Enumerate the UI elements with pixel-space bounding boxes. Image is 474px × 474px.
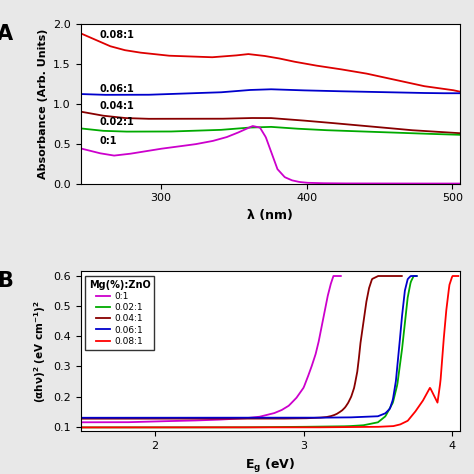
Line: 0.06:1: 0.06:1 <box>81 276 417 418</box>
0:1 <box>252 414 257 420</box>
0:1 <box>338 273 344 279</box>
0.06:1 <box>414 273 419 279</box>
0.02:1 <box>137 425 143 430</box>
0.06:1 <box>408 273 414 279</box>
0.06:1 <box>230 415 236 420</box>
0.06:1 <box>302 415 308 420</box>
0.02:1 <box>276 424 282 430</box>
0:1 <box>330 273 336 279</box>
0.06:1 <box>137 415 143 420</box>
0.08:1 <box>145 425 150 430</box>
0.04:1 <box>160 416 166 421</box>
0.04:1 <box>399 273 405 279</box>
0.04:1 <box>223 416 229 421</box>
0:1 <box>273 410 279 415</box>
Line: 0.04:1: 0.04:1 <box>81 276 402 419</box>
X-axis label: $\mathbf{E_g}$ (eV): $\mathbf{E_g}$ (eV) <box>245 456 295 474</box>
0.08:1 <box>456 273 461 279</box>
0.06:1 <box>331 415 337 420</box>
0.02:1 <box>78 425 83 430</box>
0:1 <box>231 416 237 422</box>
0.04:1 <box>319 415 325 420</box>
Legend: 0:1, 0.02:1, 0.04:1, 0.06:1, 0.08:1: 0:1, 0.02:1, 0.04:1, 0.06:1, 0.08:1 <box>85 276 154 349</box>
0.04:1 <box>267 416 273 421</box>
0:1 <box>124 419 129 425</box>
Line: 0:1: 0:1 <box>81 276 341 422</box>
0.02:1 <box>331 424 337 429</box>
Text: 0.02:1: 0.02:1 <box>100 117 134 127</box>
0.04:1 <box>78 416 83 421</box>
0.02:1 <box>411 273 417 279</box>
0.02:1 <box>164 425 170 430</box>
X-axis label: λ (nm): λ (nm) <box>247 209 293 222</box>
0.06:1 <box>164 415 170 420</box>
Line: 0.08:1: 0.08:1 <box>81 276 458 428</box>
0.04:1 <box>375 273 381 279</box>
0.08:1 <box>330 424 336 430</box>
0.08:1 <box>450 273 456 279</box>
Text: 0.04:1: 0.04:1 <box>100 101 134 111</box>
0:1 <box>78 419 83 425</box>
Text: 0.06:1: 0.06:1 <box>100 83 134 94</box>
Text: B: B <box>0 272 13 292</box>
0.04:1 <box>292 416 298 421</box>
0.02:1 <box>302 424 308 429</box>
0.04:1 <box>135 416 140 421</box>
Text: 0:1: 0:1 <box>100 136 117 146</box>
0.08:1 <box>249 425 255 430</box>
0:1 <box>145 419 150 424</box>
0.08:1 <box>78 425 83 430</box>
0.02:1 <box>230 425 236 430</box>
Text: A: A <box>0 24 13 44</box>
Line: 0.02:1: 0.02:1 <box>81 276 417 428</box>
0.08:1 <box>301 425 306 430</box>
0.06:1 <box>78 415 83 420</box>
0.06:1 <box>276 415 282 420</box>
Y-axis label: $\mathbf{(\alpha h\nu)^2\ (eV\ cm^{-1})^2}$: $\mathbf{(\alpha h\nu)^2\ (eV\ cm^{-1})^… <box>32 300 47 403</box>
0.08:1 <box>175 425 181 430</box>
Y-axis label: Absorbance (Arb. Units): Absorbance (Arb. Units) <box>37 28 47 179</box>
Text: 0.08:1: 0.08:1 <box>100 30 135 40</box>
0.08:1 <box>362 424 368 430</box>
0.02:1 <box>414 273 419 279</box>
0:1 <box>195 418 201 423</box>
